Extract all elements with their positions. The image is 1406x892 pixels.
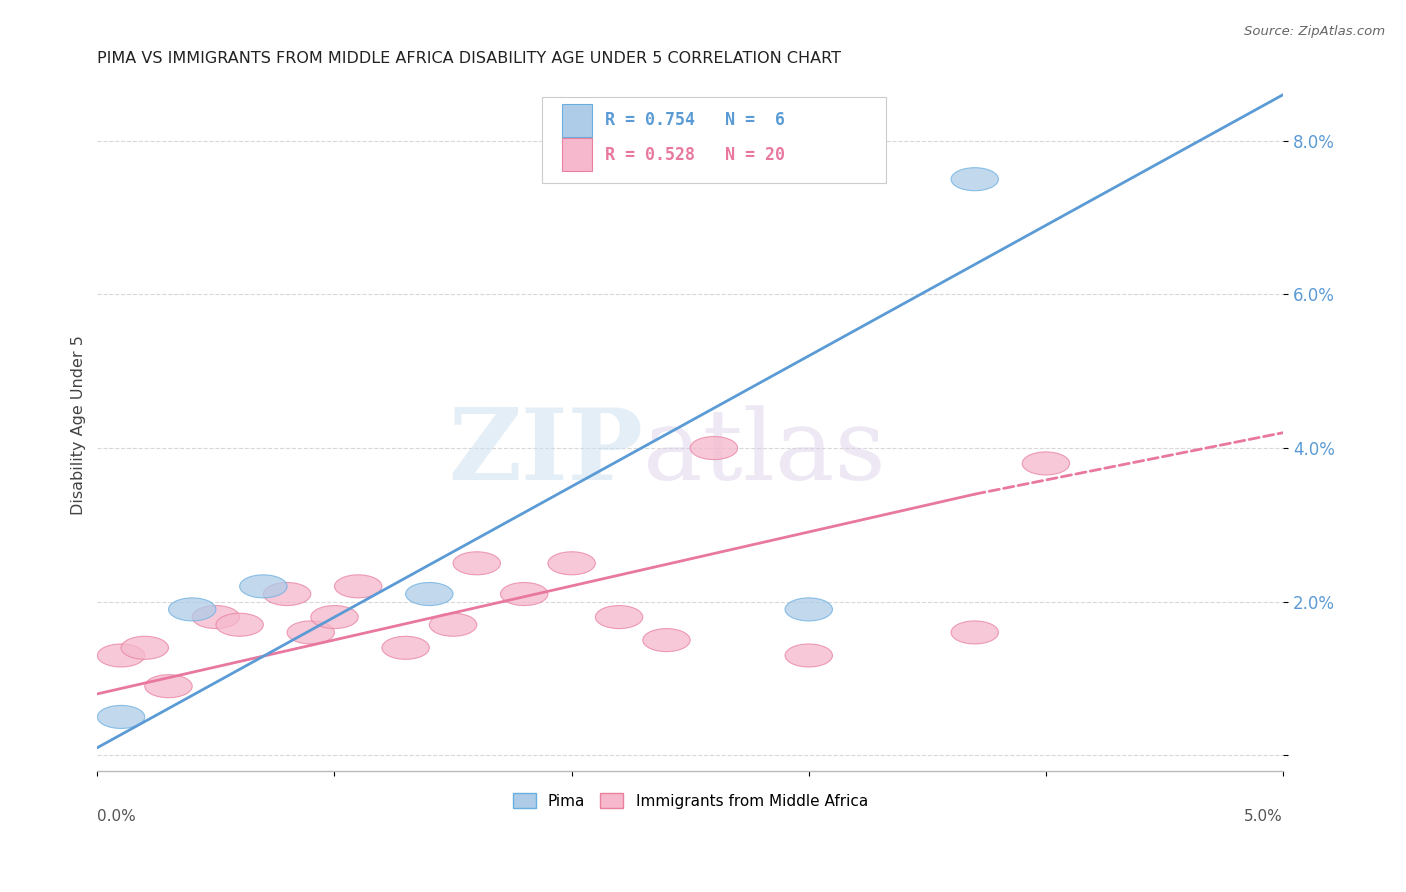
Ellipse shape [548,552,595,574]
Ellipse shape [145,674,193,698]
Text: R = 0.754   N =  6: R = 0.754 N = 6 [605,112,785,129]
Text: ZIP: ZIP [449,404,643,501]
Ellipse shape [382,636,429,659]
Ellipse shape [453,552,501,574]
Ellipse shape [121,636,169,659]
Ellipse shape [1022,452,1070,475]
Text: atlas: atlas [643,405,886,500]
Ellipse shape [193,606,239,629]
Legend: Pima, Immigrants from Middle Africa: Pima, Immigrants from Middle Africa [506,787,875,815]
Ellipse shape [97,706,145,729]
Ellipse shape [950,621,998,644]
Ellipse shape [429,613,477,636]
FancyBboxPatch shape [562,138,592,171]
Ellipse shape [595,606,643,629]
Ellipse shape [217,613,263,636]
Ellipse shape [97,644,145,667]
Ellipse shape [405,582,453,606]
Ellipse shape [785,598,832,621]
Text: Source: ZipAtlas.com: Source: ZipAtlas.com [1244,25,1385,38]
Y-axis label: Disability Age Under 5: Disability Age Under 5 [72,335,86,515]
Ellipse shape [643,629,690,652]
FancyBboxPatch shape [541,96,886,183]
Ellipse shape [169,598,217,621]
Text: 5.0%: 5.0% [1244,809,1284,823]
Ellipse shape [690,436,738,459]
Text: R = 0.528   N = 20: R = 0.528 N = 20 [605,145,785,164]
Text: 0.0%: 0.0% [97,809,136,823]
Ellipse shape [785,644,832,667]
FancyBboxPatch shape [562,103,592,136]
Ellipse shape [239,574,287,598]
Ellipse shape [287,621,335,644]
Ellipse shape [263,582,311,606]
Ellipse shape [501,582,548,606]
Ellipse shape [335,574,382,598]
Ellipse shape [311,606,359,629]
Ellipse shape [950,168,998,191]
Text: PIMA VS IMMIGRANTS FROM MIDDLE AFRICA DISABILITY AGE UNDER 5 CORRELATION CHART: PIMA VS IMMIGRANTS FROM MIDDLE AFRICA DI… [97,51,841,66]
